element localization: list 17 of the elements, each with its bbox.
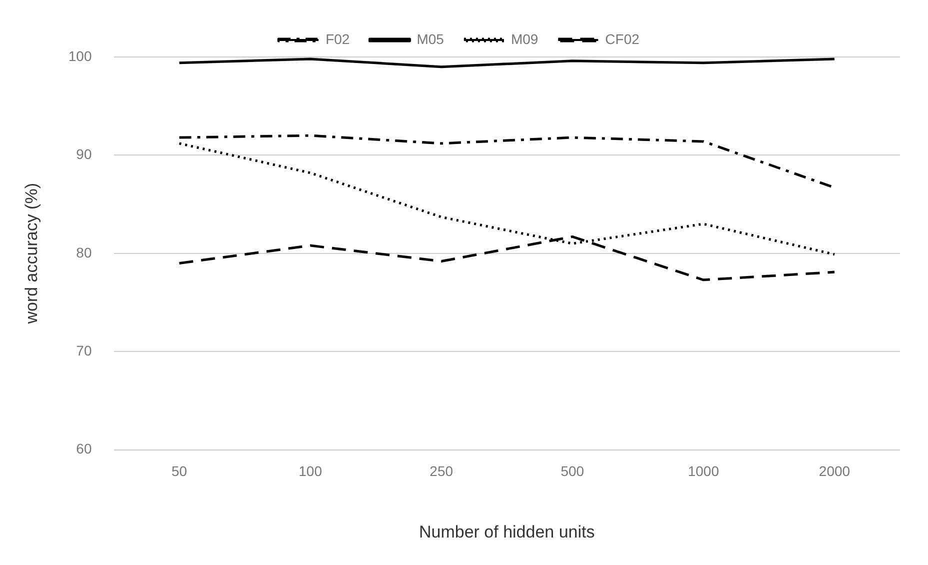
x-tick-label: 250 bbox=[430, 463, 454, 480]
x-tick-label: 1000 bbox=[688, 463, 720, 480]
y-tick-label: 100 bbox=[68, 48, 92, 64]
y-axis-title: word accuracy (%) bbox=[22, 183, 41, 325]
legend-label: CF02 bbox=[605, 30, 640, 47]
legend-label: F02 bbox=[326, 30, 350, 47]
y-tick-label: 60 bbox=[76, 440, 92, 457]
x-tick-label: 500 bbox=[560, 463, 584, 480]
x-tick-label: 2000 bbox=[818, 463, 850, 480]
y-tick-label: 90 bbox=[76, 146, 92, 162]
legend-label: M09 bbox=[510, 30, 538, 47]
legend-label: M05 bbox=[416, 30, 444, 47]
y-tick-label: 70 bbox=[76, 342, 92, 358]
x-tick-label: 100 bbox=[298, 463, 322, 480]
y-tick-label: 80 bbox=[76, 244, 92, 260]
x-axis-title: Number of hidden units bbox=[418, 522, 595, 542]
x-tick-label: 50 bbox=[171, 463, 188, 480]
